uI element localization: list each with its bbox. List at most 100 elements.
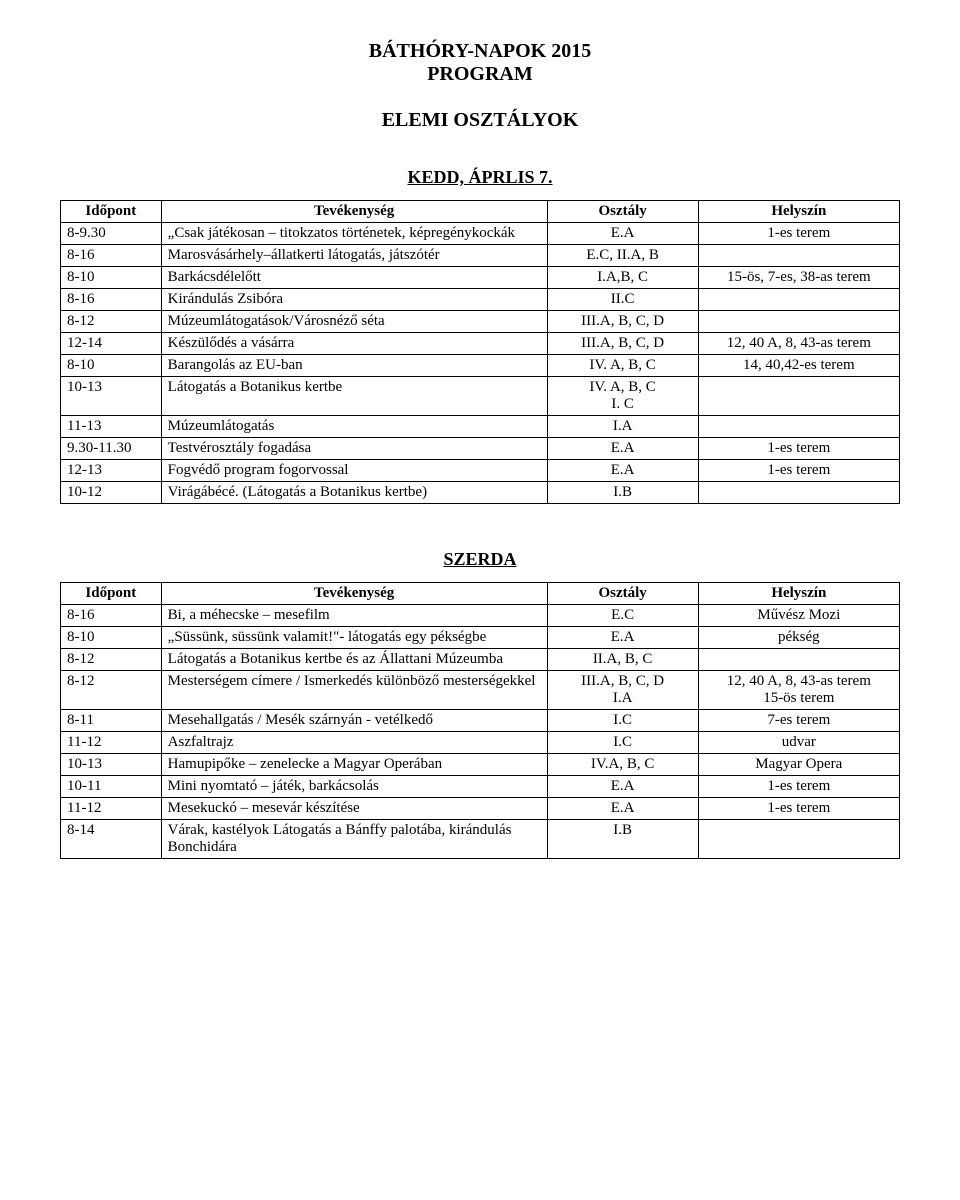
cell-class: IV.A, B, C: [547, 754, 698, 776]
cell-location: Művész Mozi: [698, 605, 899, 627]
cell-class: E.A: [547, 798, 698, 820]
cell-location: 1-es terem: [698, 438, 899, 460]
cell-time: 10-13: [61, 377, 162, 416]
title-line: [60, 86, 900, 109]
cell-location: 1-es terem: [698, 460, 899, 482]
table-row: 12-13Fogvédő program fogorvossalE.A1-es …: [61, 460, 900, 482]
cell-activity: Marosvásárhely–állatkerti látogatás, ját…: [161, 245, 547, 267]
cell-location: 12, 40 A, 8, 43-as terem: [698, 333, 899, 355]
cell-activity: Mesekuckó – mesevár készítése: [161, 798, 547, 820]
cell-activity: Várak, kastélyok Látogatás a Bánffy palo…: [161, 820, 547, 859]
cell-class: II.C: [547, 289, 698, 311]
cell-location: [698, 377, 899, 416]
cell-class: E.C, II.A, B: [547, 245, 698, 267]
cell-time: 12-14: [61, 333, 162, 355]
cell-time: 8-12: [61, 649, 162, 671]
cell-location: 14, 40,42-es terem: [698, 355, 899, 377]
col-header: Időpont: [61, 583, 162, 605]
schedule-table: IdőpontTevékenységOsztályHelyszín8-16Bi,…: [60, 582, 900, 859]
cell-activity: Mini nyomtató – játék, barkácsolás: [161, 776, 547, 798]
cell-activity: Látogatás a Botanikus kertbe: [161, 377, 547, 416]
cell-activity: Múzeumlátogatások/Városnéző séta: [161, 311, 547, 333]
cell-time: 8-10: [61, 267, 162, 289]
cell-class: E.A: [547, 776, 698, 798]
cell-activity: Barangolás az EU-ban: [161, 355, 547, 377]
table-row: 8-10Barangolás az EU-banIV. A, B, C14, 4…: [61, 355, 900, 377]
col-header: Osztály: [547, 583, 698, 605]
cell-location: [698, 649, 899, 671]
col-header: Helyszín: [698, 201, 899, 223]
cell-time: 10-12: [61, 482, 162, 504]
table-row: 8-11Mesehallgatás / Mesék szárnyán - vet…: [61, 710, 900, 732]
cell-activity: Barkácsdélelőtt: [161, 267, 547, 289]
cell-time: 12-13: [61, 460, 162, 482]
table-row: 10-11Mini nyomtató – játék, barkácsolásE…: [61, 776, 900, 798]
title-line: PROGRAM: [60, 63, 900, 86]
cell-activity: Aszfaltrajz: [161, 732, 547, 754]
cell-location: pékség: [698, 627, 899, 649]
cell-activity: Bi, a méhecske – mesefilm: [161, 605, 547, 627]
cell-class: I.B: [547, 820, 698, 859]
col-header: Helyszín: [698, 583, 899, 605]
cell-time: 8-14: [61, 820, 162, 859]
cell-time: 8-12: [61, 671, 162, 710]
cell-class: I.C: [547, 732, 698, 754]
cell-class: III.A, B, C, D: [547, 311, 698, 333]
cell-class: I.B: [547, 482, 698, 504]
schedule-table: IdőpontTevékenységOsztályHelyszín8-9.30„…: [60, 200, 900, 504]
cell-class: E.A: [547, 627, 698, 649]
cell-location: udvar: [698, 732, 899, 754]
cell-class: E.A: [547, 438, 698, 460]
cell-activity: Hamupipőke – zenelecke a Magyar Operában: [161, 754, 547, 776]
cell-time: 8-12: [61, 311, 162, 333]
cell-time: 8-16: [61, 245, 162, 267]
cell-location: [698, 245, 899, 267]
cell-class: I.C: [547, 710, 698, 732]
cell-time: 8-10: [61, 355, 162, 377]
cell-location: 1-es terem: [698, 798, 899, 820]
cell-time: 8-16: [61, 605, 162, 627]
cell-location: 1-es terem: [698, 776, 899, 798]
cell-activity: Mesehallgatás / Mesék szárnyán - vetélke…: [161, 710, 547, 732]
col-header: Osztály: [547, 201, 698, 223]
cell-class: IV. A, B, C: [547, 355, 698, 377]
col-header: Tevékenység: [161, 583, 547, 605]
cell-class: E.A: [547, 460, 698, 482]
table-row: 8-16Bi, a méhecske – mesefilmE.CMűvész M…: [61, 605, 900, 627]
cell-location: [698, 311, 899, 333]
table-row: 8-12Múzeumlátogatások/Városnéző sétaIII.…: [61, 311, 900, 333]
cell-class: III.A, B, C, DI.A: [547, 671, 698, 710]
cell-time: 8-10: [61, 627, 162, 649]
cell-class: IV. A, B, CI. C: [547, 377, 698, 416]
table-row: 11-12AszfaltrajzI.Cudvar: [61, 732, 900, 754]
cell-time: 8-16: [61, 289, 162, 311]
cell-activity: Múzeumlátogatás: [161, 416, 547, 438]
cell-location: [698, 289, 899, 311]
cell-activity: Testvérosztály fogadása: [161, 438, 547, 460]
cell-location: 15-ös, 7-es, 38-as terem: [698, 267, 899, 289]
table-row: 11-12Mesekuckó – mesevár készítéseE.A1-e…: [61, 798, 900, 820]
cell-time: 8-11: [61, 710, 162, 732]
table-row: 8-10BarkácsdélelőttI.A,B, C15-ös, 7-es, …: [61, 267, 900, 289]
cell-activity: Készülődés a vásárra: [161, 333, 547, 355]
table-row: 8-16Kirándulás ZsibóraII.C: [61, 289, 900, 311]
cell-class: I.A,B, C: [547, 267, 698, 289]
table-row: 8-12Látogatás a Botanikus kertbe és az Á…: [61, 649, 900, 671]
cell-activity: Virágábécé. (Látogatás a Botanikus kertb…: [161, 482, 547, 504]
cell-activity: Mesterségem címere / Ismerkedés különböz…: [161, 671, 547, 710]
cell-time: 11-12: [61, 798, 162, 820]
cell-activity: Fogvédő program fogorvossal: [161, 460, 547, 482]
cell-activity: Kirándulás Zsibóra: [161, 289, 547, 311]
cell-location: 1-es terem: [698, 223, 899, 245]
cell-location: [698, 482, 899, 504]
table-row: 12-14Készülődés a vásárraIII.A, B, C, D1…: [61, 333, 900, 355]
cell-activity: Látogatás a Botanikus kertbe és az Állat…: [161, 649, 547, 671]
cell-location: 7-es terem: [698, 710, 899, 732]
cell-time: 11-12: [61, 732, 162, 754]
col-header: Időpont: [61, 201, 162, 223]
cell-location: 12, 40 A, 8, 43-as terem15-ös terem: [698, 671, 899, 710]
days-container: KEDD, ÁPRLIS 7.IdőpontTevékenységOsztály…: [60, 167, 900, 859]
title-line: ELEMI OSZTÁLYOK: [60, 109, 900, 132]
table-row: 8-10„Süssünk, süssünk valamit!"- látogat…: [61, 627, 900, 649]
cell-time: 9.30-11.30: [61, 438, 162, 460]
